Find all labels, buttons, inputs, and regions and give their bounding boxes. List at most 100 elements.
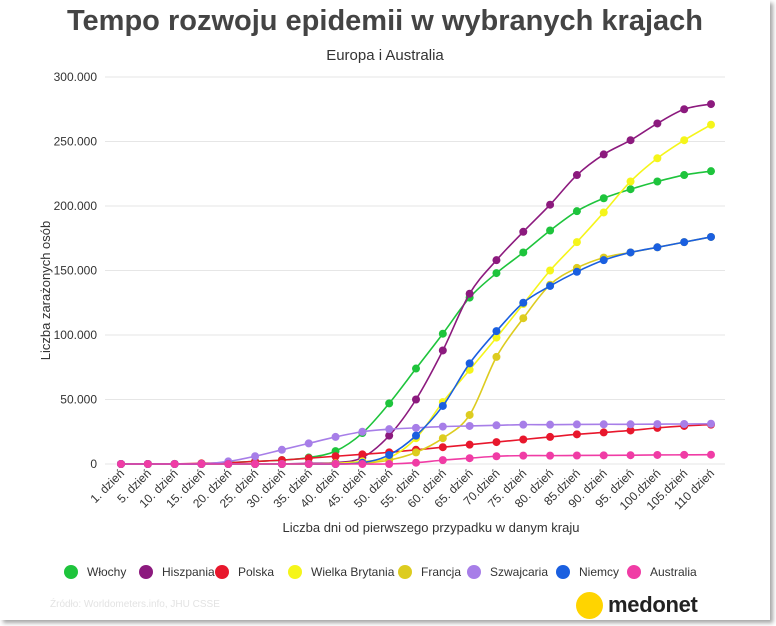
data-point-australia bbox=[626, 451, 635, 460]
data-point-australia bbox=[412, 458, 420, 467]
legend-item-francja[interactable]: Francja bbox=[398, 562, 461, 582]
legend-label: Niemcy bbox=[579, 565, 620, 579]
data-point-francja bbox=[465, 410, 474, 419]
data-point-polska bbox=[572, 430, 581, 439]
y-tick-label: 100.000 bbox=[54, 328, 98, 342]
data-point-niemcy bbox=[680, 238, 689, 247]
data-point-polska bbox=[358, 450, 367, 459]
chart-title: Tempo rozwoju epidemii w wybranych kraja… bbox=[66, 5, 703, 37]
data-point-polska bbox=[492, 438, 501, 447]
data-point-włochy bbox=[385, 399, 394, 408]
data-point-niemcy bbox=[385, 450, 394, 459]
data-point-hiszpania bbox=[653, 119, 662, 128]
data-point-francja bbox=[519, 314, 528, 323]
legend-label: Polska bbox=[238, 565, 275, 579]
y-tick-label: 50.000 bbox=[60, 393, 97, 407]
y-tick-label: 0 bbox=[90, 457, 97, 471]
data-point-szwajcaria bbox=[519, 420, 528, 429]
y-tick-label: 200.000 bbox=[54, 199, 98, 213]
legend-item-wielka-brytania[interactable]: Wielka Brytania bbox=[288, 562, 394, 582]
data-point-niemcy bbox=[519, 298, 528, 307]
chart-legend: Włochy Hiszpania Polska Wielka Brytania Fran… bbox=[0, 562, 770, 582]
logo-text: medonet bbox=[608, 592, 698, 617]
data-point-polska bbox=[465, 440, 474, 449]
data-point-australia bbox=[680, 450, 689, 459]
data-point-australia bbox=[519, 451, 528, 460]
data-point-wielka-brytania bbox=[707, 120, 715, 129]
data-point-australia bbox=[546, 451, 555, 460]
data-point-niemcy bbox=[465, 359, 474, 368]
data-point-polska bbox=[519, 435, 528, 444]
y-tick-label: 250.000 bbox=[54, 135, 98, 149]
data-point-niemcy bbox=[546, 281, 555, 290]
y-tick-label: 150.000 bbox=[54, 264, 98, 278]
x-axis-title: Liczba dni od pierwszego przypadku w dan… bbox=[283, 520, 580, 535]
data-point-niemcy bbox=[626, 248, 635, 257]
data-point-szwajcaria bbox=[626, 420, 635, 429]
legend-item-hiszpania[interactable]: Hiszpania bbox=[139, 562, 215, 582]
data-point-szwajcaria bbox=[251, 452, 260, 461]
data-point-polska bbox=[331, 452, 340, 461]
data-point-polska bbox=[304, 454, 313, 463]
data-point-hiszpania bbox=[412, 395, 420, 404]
data-point-australia bbox=[251, 460, 260, 468]
data-point-wielka-brytania bbox=[572, 238, 581, 247]
data-point-australia bbox=[117, 460, 125, 468]
chart-subtitle: Europa i Australia bbox=[326, 47, 444, 64]
data-point-australia bbox=[492, 452, 501, 461]
data-point-wielka-brytania bbox=[653, 154, 662, 163]
data-point-niemcy bbox=[707, 232, 715, 241]
data-point-wielka-brytania bbox=[546, 266, 555, 275]
data-point-wielka-brytania bbox=[465, 365, 474, 374]
data-point-włochy bbox=[599, 194, 608, 203]
data-point-hiszpania bbox=[492, 256, 501, 265]
data-point-niemcy bbox=[492, 327, 501, 336]
legend-item-szwajcaria[interactable]: Szwajcaria bbox=[467, 562, 548, 582]
legend-label: Francja bbox=[421, 565, 462, 579]
legend-marker-icon bbox=[139, 565, 153, 579]
data-point-polska bbox=[438, 443, 447, 452]
legend-item-polska[interactable]: Polska bbox=[215, 562, 274, 582]
data-point-australia bbox=[170, 460, 179, 468]
data-point-włochy bbox=[412, 364, 420, 373]
legend-marker-icon bbox=[556, 565, 570, 579]
data-point-australia bbox=[438, 456, 447, 465]
data-point-włochy bbox=[572, 207, 581, 216]
legend-item-australia[interactable]: Australia bbox=[627, 562, 697, 582]
data-point-szwajcaria bbox=[546, 420, 555, 429]
legend-marker-icon bbox=[288, 565, 302, 579]
legend-item-włochy[interactable]: Włochy bbox=[64, 562, 126, 582]
data-point-australia bbox=[143, 460, 152, 468]
data-point-włochy bbox=[438, 329, 447, 338]
data-point-hiszpania bbox=[599, 150, 608, 159]
y-tick-label: 300.000 bbox=[54, 70, 98, 84]
legend-marker-icon bbox=[467, 565, 481, 579]
legend-label: Włochy bbox=[87, 565, 127, 579]
data-point-australia bbox=[653, 450, 662, 459]
data-point-szwajcaria bbox=[492, 421, 501, 430]
data-point-szwajcaria bbox=[412, 423, 420, 432]
data-point-włochy bbox=[653, 177, 662, 186]
data-point-polska bbox=[626, 426, 635, 435]
data-point-hiszpania bbox=[519, 227, 528, 236]
data-point-polska bbox=[599, 428, 608, 437]
data-point-szwajcaria bbox=[438, 422, 447, 431]
legend-item-niemcy[interactable]: Niemcy bbox=[556, 562, 619, 582]
data-point-niemcy bbox=[599, 256, 608, 265]
data-point-australia bbox=[465, 454, 474, 463]
data-point-australia bbox=[197, 460, 206, 468]
data-point-niemcy bbox=[412, 431, 420, 440]
data-point-francja bbox=[492, 352, 501, 361]
data-point-włochy bbox=[546, 226, 555, 235]
data-point-hiszpania bbox=[572, 171, 581, 180]
legend-marker-icon bbox=[627, 565, 641, 579]
data-point-hiszpania bbox=[465, 289, 474, 298]
data-point-niemcy bbox=[653, 243, 662, 252]
line-chart: 0 50.000 100.000 150.000 200.000 250.000 300.0… bbox=[38, 70, 725, 535]
data-point-wielka-brytania bbox=[680, 136, 689, 145]
data-point-australia bbox=[304, 460, 313, 468]
data-point-szwajcaria bbox=[304, 439, 313, 448]
data-point-szwajcaria bbox=[653, 420, 662, 429]
data-point-hiszpania bbox=[385, 431, 394, 440]
